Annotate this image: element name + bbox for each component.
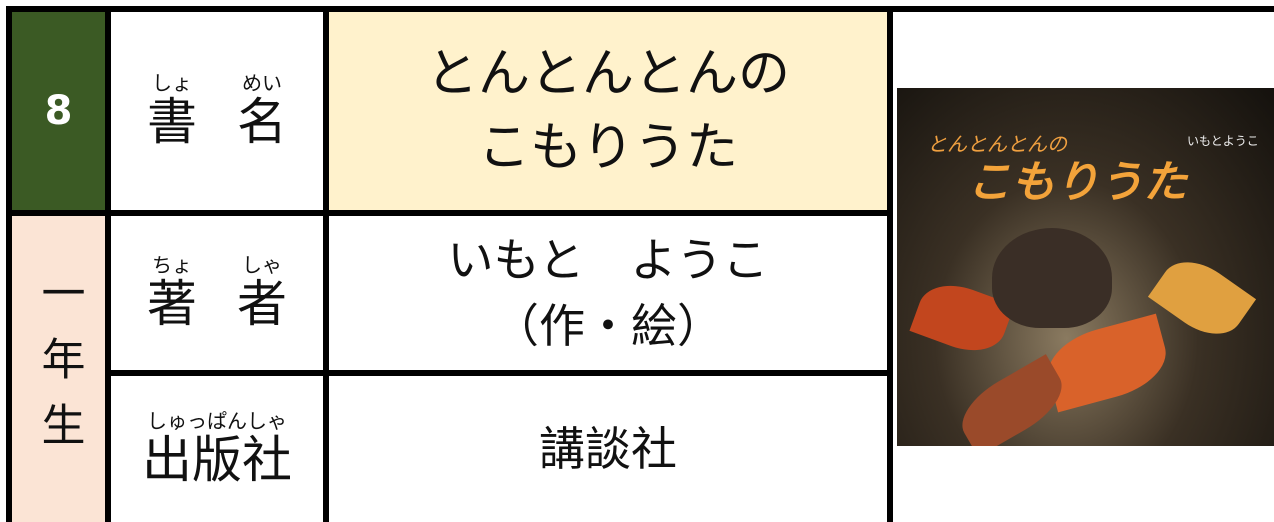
label-text: 者 xyxy=(237,275,287,333)
label-text: 出版社 xyxy=(142,431,292,489)
cover-cell: とんとんとんの こもりうた いもとようこ xyxy=(893,12,1274,522)
value-line: とんとんとんの xyxy=(425,44,790,104)
leaf xyxy=(1147,247,1257,349)
label-char: めい名 xyxy=(237,72,287,150)
value-cell: とんとんとんの こもりうた xyxy=(329,12,887,210)
value-line: 講談社 xyxy=(539,422,677,476)
label-cell: しょ書めい名 xyxy=(111,12,323,210)
value-line: こもりうた xyxy=(477,118,738,178)
label-cell: ちょ著しゃ者 xyxy=(111,216,323,370)
ruby: しゅっぱんしゃ xyxy=(147,409,287,433)
book-number: 8 xyxy=(12,12,105,210)
cover-image: とんとんとんの こもりうた いもとようこ xyxy=(897,88,1274,446)
cover-author: いもとようこ xyxy=(1187,134,1259,148)
ruby: しゃ xyxy=(242,253,282,277)
label-cell: しゅっぱんしゃ 出版社 xyxy=(111,376,323,522)
label: ちょ著しゃ者 xyxy=(147,254,287,332)
value-cell: いもと ようこ （作・絵） xyxy=(329,216,887,370)
value-line: いもと ようこ xyxy=(447,233,769,287)
cover-title-top: とんとんとんの xyxy=(927,132,1067,156)
label-text: 名 xyxy=(237,93,287,151)
value-cell: 講談社 xyxy=(329,376,887,522)
value-line: （作・絵） xyxy=(493,299,723,353)
book-card: 8 一年生 とんとんとんの こもりうた いもとようこ しょ書めい名とんとんとんの… xyxy=(6,6,1274,522)
label: しょ書めい名 xyxy=(147,72,287,150)
ruby: しょ xyxy=(152,71,192,95)
label: しゅっぱんしゃ 出版社 xyxy=(142,410,292,488)
cover-title: こもりうた xyxy=(967,157,1187,208)
leaf xyxy=(1039,313,1175,413)
label-text: 著 xyxy=(147,275,197,333)
rabbit xyxy=(992,228,1112,328)
grade: 一年生 xyxy=(12,216,105,522)
ruby: めい xyxy=(242,71,282,95)
label-char: ちょ著 xyxy=(147,254,197,332)
label-text: 書 xyxy=(147,93,197,151)
ruby: ちょ xyxy=(152,253,192,277)
label-char: しゅっぱんしゃ 出版社 xyxy=(142,410,292,488)
label-char: しょ書 xyxy=(147,72,197,150)
label-char: しゃ者 xyxy=(237,254,287,332)
